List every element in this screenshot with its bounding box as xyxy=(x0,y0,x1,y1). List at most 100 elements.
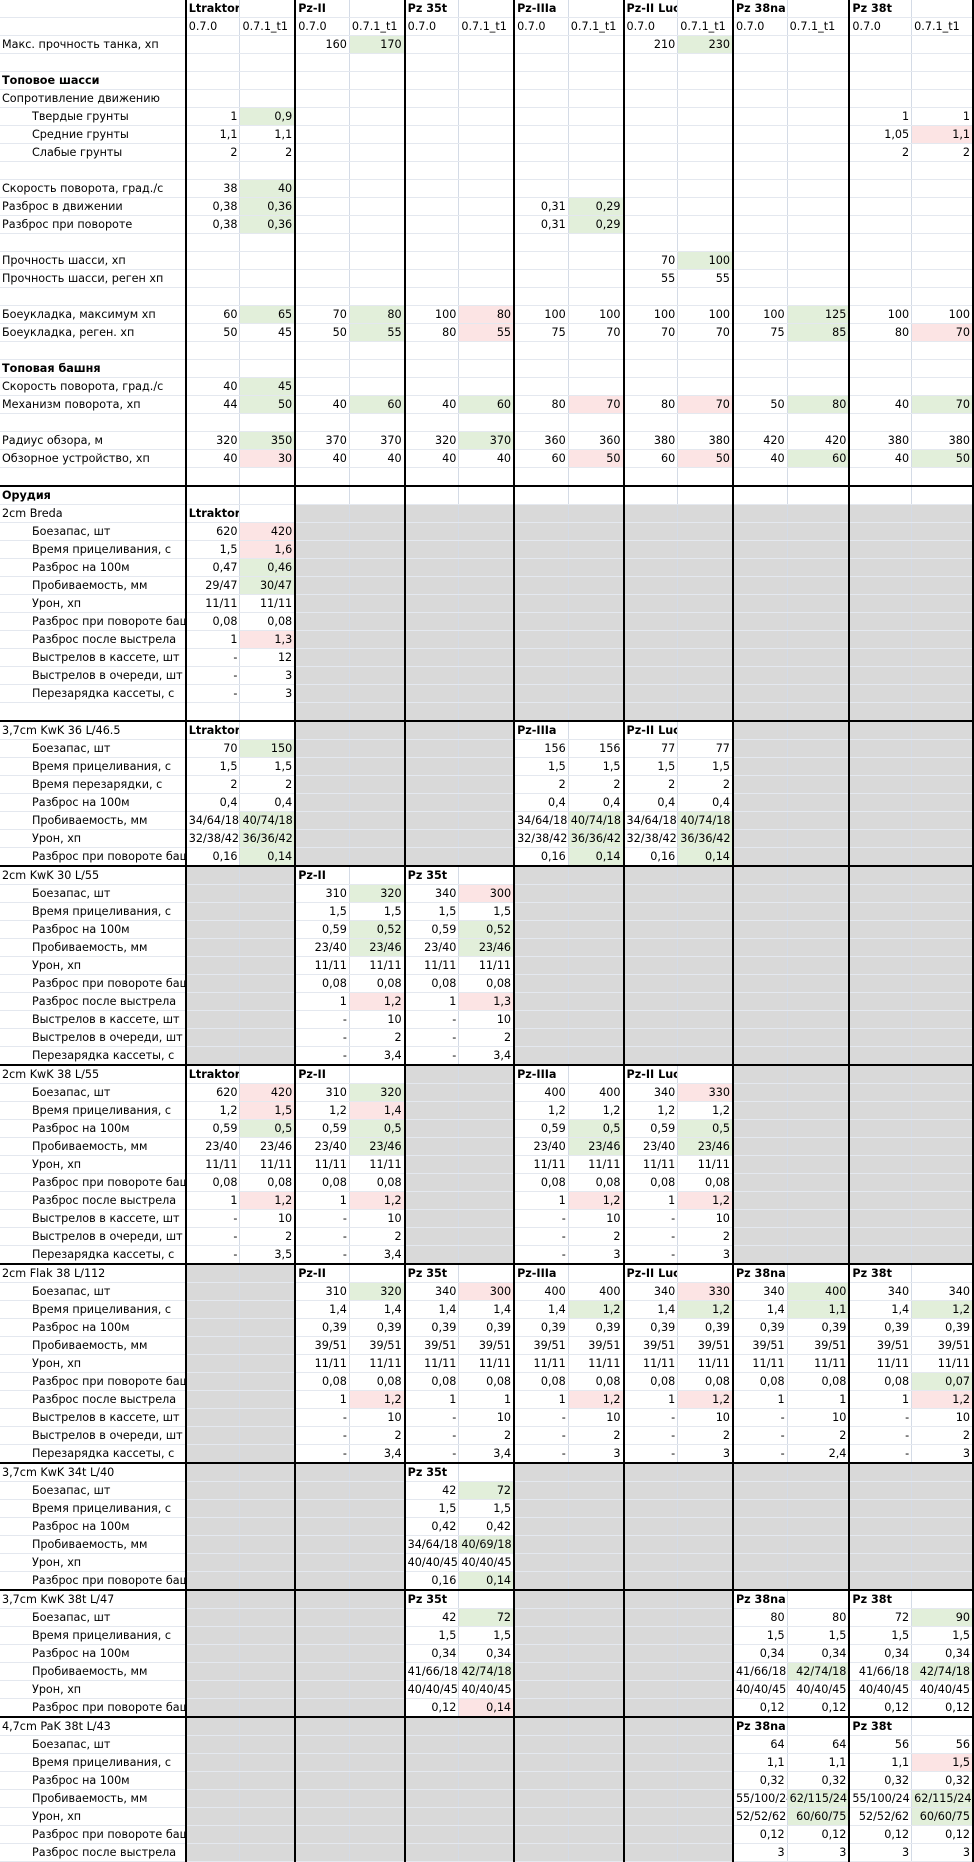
old-value-cell[interactable] xyxy=(623,467,679,487)
new-value-cell[interactable] xyxy=(458,71,516,90)
new-value-cell[interactable]: 39/51 xyxy=(911,1336,974,1355)
old-value-cell[interactable] xyxy=(404,125,460,144)
tank-name-header[interactable]: Ltraktor xyxy=(185,0,241,18)
empty-cell[interactable] xyxy=(295,1680,350,1699)
new-value-cell[interactable] xyxy=(787,179,851,198)
new-value-cell[interactable]: 2 xyxy=(677,1227,734,1246)
empty-cell[interactable] xyxy=(514,974,569,993)
old-value-cell[interactable] xyxy=(514,53,569,72)
empty-cell[interactable] xyxy=(787,522,851,541)
empty-cell[interactable] xyxy=(911,847,974,867)
empty-cell[interactable] xyxy=(568,1644,625,1663)
empty-cell[interactable] xyxy=(623,594,679,613)
gun-tank-header[interactable]: Pz-II xyxy=(295,1064,350,1084)
old-value-cell[interactable]: 80 xyxy=(849,323,913,342)
empty-cell[interactable] xyxy=(295,1644,350,1663)
empty-cell[interactable] xyxy=(404,1137,460,1156)
empty-cell[interactable] xyxy=(849,522,913,541)
new-value-cell[interactable] xyxy=(239,359,297,378)
new-value-cell[interactable]: 0,34 xyxy=(458,1644,516,1663)
empty-cell[interactable] xyxy=(732,1173,788,1192)
empty-cell[interactable] xyxy=(568,1662,625,1681)
empty-cell[interactable] xyxy=(349,594,406,613)
new-value-cell[interactable]: 0,12 xyxy=(911,1825,974,1844)
new-value-cell[interactable]: 0,39 xyxy=(349,1318,406,1337)
old-value-cell[interactable] xyxy=(404,35,460,54)
empty-cell[interactable] xyxy=(295,612,350,631)
empty-cell[interactable] xyxy=(623,666,679,685)
row-label[interactable]: Боезапас, шт xyxy=(0,522,187,541)
old-value-cell[interactable]: 52/52/62 xyxy=(849,1807,913,1826)
new-value-cell[interactable] xyxy=(349,71,406,90)
new-value-cell[interactable] xyxy=(239,269,297,288)
old-value-cell[interactable] xyxy=(295,53,350,72)
gun-tank-header[interactable] xyxy=(185,1462,241,1482)
empty-cell[interactable] xyxy=(295,1517,350,1536)
gun-tank-header-spacer[interactable] xyxy=(911,504,974,523)
gun-tank-header-spacer[interactable] xyxy=(787,1716,851,1736)
empty-cell[interactable] xyxy=(185,1282,241,1301)
empty-cell[interactable] xyxy=(911,1191,974,1210)
row-label[interactable]: Перезарядка кассеты, с xyxy=(0,684,187,703)
empty-cell[interactable] xyxy=(239,884,297,903)
old-value-cell[interactable]: 1 xyxy=(514,1191,569,1210)
empty-cell[interactable] xyxy=(849,884,913,903)
gun-tank-header-spacer[interactable] xyxy=(568,1716,625,1736)
empty-cell[interactable] xyxy=(911,974,974,993)
old-value-cell[interactable] xyxy=(732,161,788,180)
gun-tank-header-spacer[interactable] xyxy=(239,1263,297,1283)
old-value-cell[interactable] xyxy=(514,287,569,306)
new-value-cell[interactable]: 3 xyxy=(568,1245,625,1265)
new-value-cell[interactable] xyxy=(349,341,406,360)
empty-cell[interactable] xyxy=(239,920,297,939)
empty-cell[interactable] xyxy=(349,612,406,631)
old-value-cell[interactable]: - xyxy=(185,684,241,703)
empty-cell[interactable] xyxy=(185,1499,241,1518)
empty-cell[interactable] xyxy=(623,920,679,939)
old-value-cell[interactable]: 40/40/45 xyxy=(404,1553,460,1572)
old-value-cell[interactable]: - xyxy=(732,1408,788,1427)
new-value-cell[interactable]: 30/47 xyxy=(239,576,297,595)
empty-cell[interactable] xyxy=(677,1825,734,1844)
new-value-cell[interactable]: 11/11 xyxy=(349,1354,406,1373)
empty-cell[interactable] xyxy=(787,1209,851,1228)
new-value-cell[interactable] xyxy=(349,233,406,252)
gun-tank-header-spacer[interactable] xyxy=(568,504,625,523)
empty-cell[interactable] xyxy=(239,1046,297,1066)
empty-cell[interactable] xyxy=(295,1499,350,1518)
old-value-cell[interactable]: - xyxy=(404,1408,460,1427)
gun-tank-header-spacer[interactable] xyxy=(677,504,734,523)
old-value-cell[interactable]: 0,08 xyxy=(185,1173,241,1192)
old-value-cell[interactable] xyxy=(185,233,241,252)
old-value-cell[interactable]: - xyxy=(514,1444,569,1464)
empty-cell[interactable] xyxy=(787,1046,851,1066)
gun-tank-header[interactable]: Ltraktor xyxy=(185,720,241,740)
new-value-cell[interactable]: 370 xyxy=(349,431,406,450)
empty-cell[interactable] xyxy=(677,992,734,1011)
new-value-cell[interactable]: 2,4 xyxy=(787,1444,851,1464)
empty-cell[interactable] xyxy=(732,1191,788,1210)
new-value-cell[interactable]: 1,5 xyxy=(239,1101,297,1120)
gun-tank-header[interactable] xyxy=(404,1064,460,1084)
empty-cell[interactable] xyxy=(349,811,406,830)
old-value-cell[interactable] xyxy=(623,143,679,162)
old-value-cell[interactable]: 23/40 xyxy=(185,1137,241,1156)
old-value-cell[interactable]: 0,47 xyxy=(185,558,241,577)
new-value-cell[interactable] xyxy=(911,287,974,306)
gun-tank-header-spacer[interactable] xyxy=(458,720,516,740)
old-value-cell[interactable] xyxy=(404,71,460,90)
empty-cell[interactable] xyxy=(623,1028,679,1047)
new-value-cell[interactable]: 2 xyxy=(568,1426,625,1445)
empty-cell[interactable] xyxy=(185,1517,241,1536)
new-value-cell[interactable]: 100 xyxy=(568,305,625,324)
empty-cell[interactable] xyxy=(458,811,516,830)
old-value-cell[interactable] xyxy=(849,179,913,198)
old-value-cell[interactable]: 0,16 xyxy=(404,1571,460,1591)
new-value-cell[interactable]: 3 xyxy=(677,1444,734,1464)
old-value-cell[interactable]: 77 xyxy=(623,739,679,758)
empty-cell[interactable] xyxy=(458,702,516,722)
old-value-cell[interactable]: - xyxy=(295,1245,350,1265)
gun-tank-header[interactable] xyxy=(849,1064,913,1084)
new-value-cell[interactable]: 70 xyxy=(677,323,734,342)
empty-cell[interactable] xyxy=(514,1680,569,1699)
